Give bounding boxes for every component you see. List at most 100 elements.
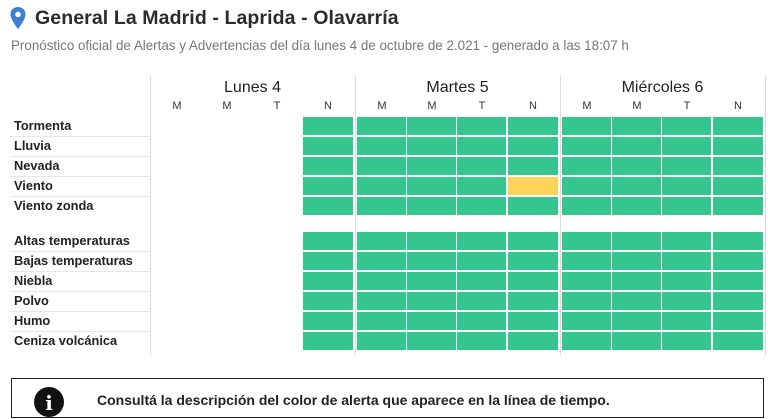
alert-cell	[508, 252, 558, 270]
alert-cell	[713, 137, 763, 155]
row-separator	[10, 271, 150, 272]
row-label: Viento zonda	[14, 198, 94, 213]
alert-cell	[612, 137, 661, 155]
alert-cell	[612, 197, 661, 215]
alert-cell	[713, 312, 763, 330]
alert-cell	[357, 332, 406, 350]
page-subtitle: Pronóstico oficial de Alertas y Adverten…	[11, 38, 629, 53]
period-label: T	[273, 100, 281, 112]
row-label: Ceniza volcánica	[14, 333, 118, 348]
alert-cell	[662, 332, 711, 350]
alert-cell	[662, 117, 711, 135]
alert-cell	[508, 232, 558, 250]
alert-cell	[562, 197, 611, 215]
alert-cell	[713, 157, 763, 175]
period-label: M	[582, 100, 592, 112]
alert-timeline-grid: Lunes 4 M M T N Martes 5 M M T N Miércoles 6 M M T N To…	[10, 75, 766, 355]
row-separator	[10, 251, 150, 252]
alert-cell	[357, 197, 406, 215]
alert-cell	[662, 292, 711, 310]
period-label: T	[683, 100, 691, 112]
alert-cell	[357, 252, 406, 270]
alert-cell	[662, 137, 711, 155]
color-info-callout: i Consultá la descripción del color de a…	[11, 378, 764, 418]
alert-cell	[407, 197, 456, 215]
row-label: Tormenta	[14, 118, 72, 133]
day-separator	[560, 75, 561, 355]
alert-cell	[612, 252, 661, 270]
alert-cell	[303, 197, 353, 215]
alert-cell	[457, 292, 506, 310]
alert-cell	[662, 157, 711, 175]
alert-cell	[407, 292, 456, 310]
period-label: M	[377, 100, 387, 112]
alert-cell	[508, 272, 558, 290]
alert-cell	[357, 137, 406, 155]
alert-cell	[303, 177, 353, 195]
alert-cell	[612, 312, 661, 330]
row-label: Altas temperaturas	[14, 233, 130, 248]
day-header: Miércoles 6	[621, 79, 704, 96]
row-separator	[10, 176, 150, 177]
alert-cell	[562, 177, 611, 195]
period-label: T	[478, 100, 486, 112]
alert-cell	[508, 137, 558, 155]
info-icon: i	[34, 387, 64, 417]
alert-cell	[662, 252, 711, 270]
row-separator	[10, 156, 150, 157]
alert-cell	[303, 117, 353, 135]
alert-cell	[713, 177, 763, 195]
alert-cell	[457, 177, 506, 195]
row-separator	[10, 196, 150, 197]
row-separator	[10, 136, 150, 137]
row-label: Lluvia	[14, 138, 51, 153]
row-separator	[10, 291, 150, 292]
alert-cell	[357, 117, 406, 135]
alert-cell	[713, 332, 763, 350]
alert-cell	[303, 252, 353, 270]
alert-cell	[357, 272, 406, 290]
alert-cell	[303, 292, 353, 310]
alert-cell	[407, 312, 456, 330]
alert-cell	[407, 137, 456, 155]
callout-text: Consultá la descripción del color de ale…	[97, 392, 610, 408]
alert-cell	[508, 117, 558, 135]
alert-cell	[303, 272, 353, 290]
period-label: M	[172, 100, 182, 112]
period-label: N	[529, 100, 537, 112]
alert-cell	[508, 292, 558, 310]
alert-cell	[562, 232, 611, 250]
alert-cell	[713, 272, 763, 290]
period-label: M	[632, 100, 642, 112]
alert-cell	[357, 157, 406, 175]
alert-cell	[303, 232, 353, 250]
alert-cell	[713, 292, 763, 310]
alert-cell	[662, 232, 711, 250]
alert-cell	[407, 272, 456, 290]
row-label: Humo	[14, 313, 51, 328]
day-separator	[150, 75, 151, 355]
alert-cell	[713, 252, 763, 270]
day-header: Martes 5	[426, 79, 489, 96]
row-label: Niebla	[14, 273, 53, 288]
alert-cell	[562, 272, 611, 290]
alert-cell	[407, 232, 456, 250]
alert-cell	[662, 312, 711, 330]
alert-cell	[303, 157, 353, 175]
alert-cell	[562, 252, 611, 270]
alert-cell	[662, 197, 711, 215]
alert-cell	[713, 117, 763, 135]
alert-cell	[457, 272, 506, 290]
period-label: N	[324, 100, 332, 112]
alert-cell	[303, 137, 353, 155]
row-separator	[10, 311, 150, 312]
alert-cell	[562, 312, 611, 330]
alert-cell	[357, 292, 406, 310]
alert-cell	[303, 312, 353, 330]
day-separator	[765, 75, 766, 355]
page-header: General La Madrid - Laprida - Olavarría	[10, 4, 399, 32]
day-header: Lunes 4	[224, 79, 281, 96]
alert-cell	[612, 292, 661, 310]
period-label: M	[427, 100, 437, 112]
alert-cell	[357, 232, 406, 250]
